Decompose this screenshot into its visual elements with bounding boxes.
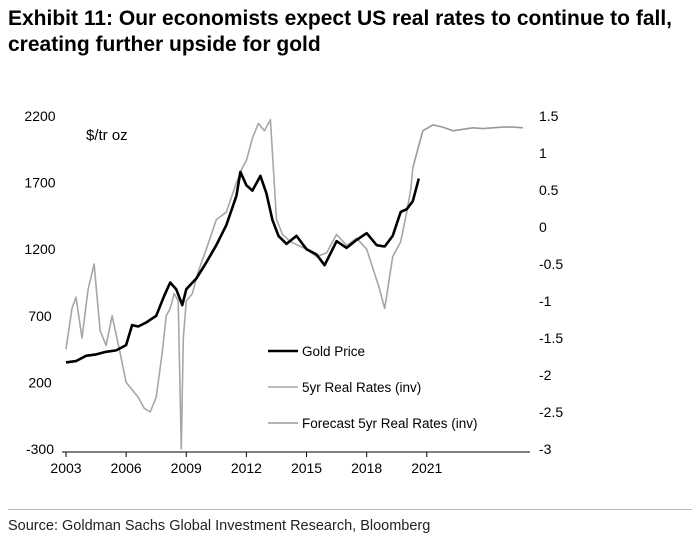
left-tick-label: 1700 [24,175,55,191]
right-tick-label: -1 [539,293,552,309]
left-tick-label: 2200 [24,108,55,124]
real-rates-line [65,118,414,450]
x-tick-label: 2006 [111,460,142,476]
source-divider [8,509,692,510]
right-tick-label: 0 [539,219,547,235]
left-tick-label: 1200 [24,241,55,257]
x-tick-label: 2021 [411,460,442,476]
legend-gold-price: Gold Price [268,344,365,359]
legend-label: 5yr Real Rates (inv) [302,380,421,395]
right-tick-label: -1.5 [539,330,563,346]
title-line-1: Exhibit 11: Our economists expect US rea… [8,7,673,30]
right-tick-label: -2.5 [539,404,563,420]
right-tick-label: 1 [539,145,547,161]
right-tick-label: -2 [539,367,552,383]
legend-real-rates: 5yr Real Rates (inv) [268,380,421,395]
legend-label: Forecast 5yr Real Rates (inv) [302,416,478,431]
x-axis-ticks: 2003 2006 2009 2012 2015 2018 2021 [50,452,443,476]
x-tick-label: 2018 [351,460,382,476]
right-tick-label: -0.5 [539,256,563,272]
left-tick-label: 700 [28,308,52,324]
left-tick-label: 200 [28,374,52,390]
legend-label: Gold Price [302,344,365,359]
right-tick-label: -3 [539,441,552,457]
right-tick-label: 1.5 [539,108,559,124]
right-axis-ticks: 1.5 1 0.5 0 -0.5 -1 -1.5 -2 -2.5 -3 [539,108,563,457]
x-tick-label: 2015 [291,460,322,476]
source-note: Source: Goldman Sachs Global Investment … [8,518,431,534]
legend: Gold Price 5yr Real Rates (inv) Forecast 5… [268,344,478,431]
left-tick-label: -300 [26,441,54,457]
legend-forecast-real-rates: Forecast 5yr Real Rates (inv) [268,416,478,431]
right-tick-label: 0.5 [539,182,559,198]
gold-price-line [65,170,421,364]
x-tick-label: 2012 [231,460,262,476]
left-axis-ticks: 2200 1700 1200 700 200 -300 [24,108,55,457]
chart-title: Exhibit 11: Our economists expect US rea… [8,6,692,58]
series-layer [65,118,524,450]
forecast-real-rates-line [412,124,524,169]
title-line-2: creating further upside for gold [8,33,321,56]
x-tick-label: 2009 [171,460,202,476]
x-tick-label: 2003 [50,460,81,476]
unit-label: $/tr oz [86,127,128,144]
